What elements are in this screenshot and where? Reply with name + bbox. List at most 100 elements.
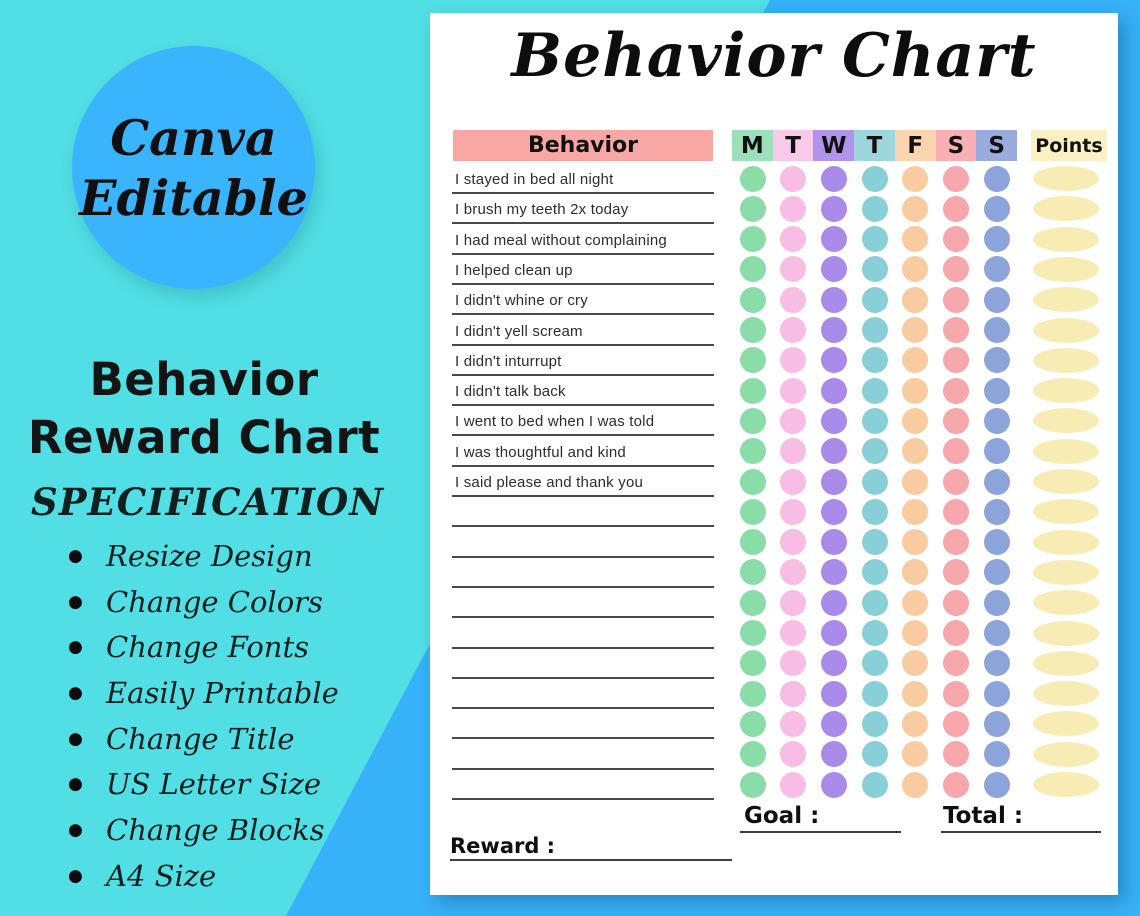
day-dot [820, 317, 847, 343]
points-oval [1033, 196, 1099, 222]
day-dot [983, 165, 1010, 192]
day-dot [902, 498, 929, 525]
product-title-line1: Behavior [89, 353, 319, 407]
chart-page: Behavior Chart Behavior Points Goal : To… [430, 13, 1118, 895]
spec-list-item: Resize Design [68, 533, 339, 579]
points-oval [1033, 378, 1099, 404]
day-dot [983, 771, 1010, 798]
day-dot [902, 165, 929, 192]
day-dot [861, 286, 888, 313]
day-dot [943, 741, 970, 768]
day-dot [943, 468, 970, 495]
spec-heading: SPECIFICATION [31, 480, 385, 524]
day-dot [983, 680, 1010, 707]
points-oval [1033, 559, 1099, 585]
behavior-item: I went to bed when I was told [455, 413, 655, 431]
product-title-line2: Reward Chart [27, 411, 381, 465]
day-dot [739, 680, 766, 707]
points-oval [1033, 529, 1099, 555]
day-dot [739, 226, 766, 253]
row-underline [452, 192, 714, 194]
day-dot [902, 650, 929, 677]
spec-list-item: A4 Size [68, 853, 339, 899]
day-dot [739, 286, 766, 313]
points-oval [1033, 711, 1099, 737]
day-dot [983, 620, 1010, 646]
day-dot [983, 407, 1010, 434]
day-dot [983, 650, 1010, 677]
points-oval [1033, 408, 1099, 434]
day-dot [739, 256, 766, 283]
row-underline [452, 616, 714, 619]
day-dot [861, 468, 888, 495]
row-underline [452, 676, 714, 679]
day-dot [780, 226, 807, 253]
day-dot [739, 529, 766, 556]
day-dot [983, 377, 1010, 404]
day-dot [780, 620, 807, 646]
day-dot [820, 680, 847, 707]
day-dot [861, 559, 888, 586]
day-dot [820, 589, 847, 616]
product-title: Behavior Reward Chart [6, 351, 402, 467]
day-dot [739, 438, 766, 465]
goal-blank-line [740, 831, 901, 833]
day-dot [780, 498, 807, 525]
day-dot [820, 620, 847, 646]
day-header-6: S [976, 130, 1017, 161]
behavior-item: I brush my teeth 2x today [455, 201, 629, 219]
day-dot [820, 165, 847, 192]
day-dot [983, 710, 1010, 737]
day-dot [861, 347, 888, 374]
spec-list-item: Change Fonts [68, 624, 339, 670]
points-oval [1033, 650, 1099, 676]
day-dot [983, 347, 1010, 374]
day-dot [943, 317, 970, 343]
day-header-2: W [813, 130, 855, 161]
day-dot [902, 347, 929, 374]
day-dot [861, 741, 888, 768]
day-dot [739, 468, 766, 495]
row-underline [452, 707, 714, 710]
chart-title: Behavior Chart [511, 21, 1037, 91]
day-dot [902, 710, 929, 737]
points-oval [1033, 499, 1099, 525]
day-dot [780, 589, 807, 616]
day-dot [739, 559, 766, 586]
day-dot [983, 529, 1010, 556]
day-dot [820, 498, 847, 525]
day-dot [983, 498, 1010, 525]
day-dot [739, 650, 766, 677]
day-dot [943, 710, 970, 737]
day-dot [861, 771, 888, 798]
day-dot [902, 286, 929, 313]
spec-list-item: Change Colors [68, 579, 339, 625]
day-dot [820, 741, 847, 768]
reward-blank-line [450, 859, 732, 861]
behavior-item: I didn't whine or cry [455, 292, 588, 310]
behavior-item: I didn't yell scream [455, 322, 583, 340]
points-oval [1033, 317, 1099, 343]
day-dot [780, 165, 807, 192]
day-dot [902, 226, 929, 253]
behavior-item: I helped clean up [455, 261, 573, 279]
goal-label: Goal : [744, 803, 820, 829]
day-dot [902, 468, 929, 495]
behavior-item: I was thoughtful and kind [455, 443, 626, 461]
points-oval [1033, 469, 1099, 494]
day-dot [780, 529, 807, 556]
day-dot [983, 559, 1010, 586]
row-underline [452, 495, 714, 497]
day-dot [739, 317, 766, 343]
points-oval [1033, 772, 1099, 797]
canva-editable-badge: Canva Editable [72, 46, 315, 289]
day-dot [902, 620, 929, 646]
day-dot [780, 286, 807, 313]
row-underline [452, 525, 714, 528]
day-dot [780, 195, 807, 222]
day-dot [943, 407, 970, 434]
day-header-1: T [772, 130, 814, 161]
day-dot [983, 317, 1010, 343]
day-dot [820, 468, 847, 495]
day-dot [820, 195, 847, 222]
